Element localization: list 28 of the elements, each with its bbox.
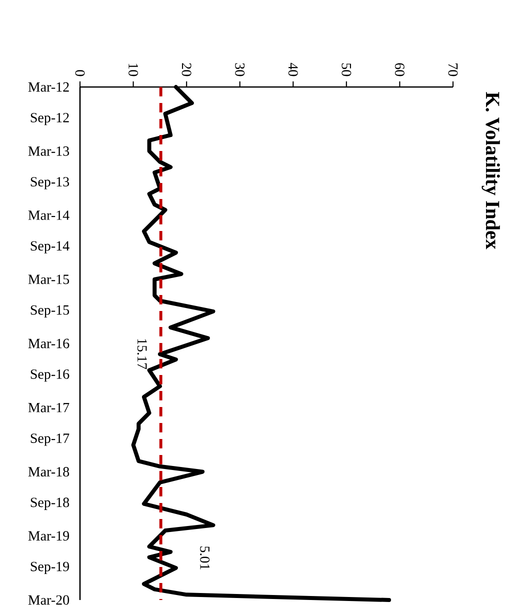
y-tick-label: Sep-17	[30, 434, 70, 446]
annotation: 5.01	[200, 546, 210, 570]
y-tick-label: Mar-16	[28, 338, 70, 348]
y-tick-label: Sep-19	[30, 562, 70, 574]
y-tick-label: Sep-13	[30, 177, 70, 190]
x-tick-label: 60	[394, 63, 404, 76]
y-tick-label: Sep-12	[30, 112, 69, 126]
y-tick-label: Mar-12	[28, 82, 69, 92]
y-tick-label: Sep-16	[30, 369, 70, 382]
ref-line-label: 15.17	[137, 339, 147, 370]
x-tick-label: 10	[128, 64, 138, 76]
x-tick-label: 70	[448, 64, 458, 76]
y-tick-label: Mar-18	[28, 467, 70, 476]
y-tick-label: Sep-15	[30, 305, 70, 318]
y-tick-label: Mar-17	[28, 402, 70, 412]
y-tick-label: Sep-14	[30, 241, 70, 254]
text: K. Volatility Index	[482, 92, 500, 250]
y-tick-label: Sep-18	[30, 498, 70, 510]
x-tick-label: 0	[75, 70, 85, 76]
y-tick-label: Mar-14	[28, 210, 70, 220]
y-tick-label: Mar-19	[28, 531, 70, 541]
y-tick-label: Mar-15	[28, 274, 70, 284]
x-tick-label: 20	[182, 63, 192, 76]
x-tick-label: 50	[342, 63, 352, 76]
y-tick-label: Mar-20	[28, 595, 70, 605]
x-tick-label: 30	[235, 63, 245, 76]
y-tick-label: Mar-13	[28, 146, 70, 156]
x-tick-label: 40	[288, 62, 298, 76]
